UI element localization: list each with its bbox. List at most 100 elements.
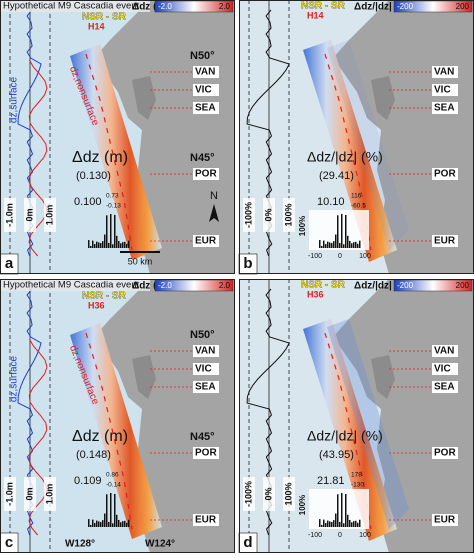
histogram-bar — [335, 513, 337, 527]
histogram-tick: -100 — [308, 253, 322, 260]
histogram-bar — [96, 520, 98, 527]
histogram-bar — [110, 493, 112, 527]
north-arrow — [209, 204, 219, 222]
histogram-bar — [108, 521, 110, 527]
histogram-bar — [128, 240, 130, 248]
histogram-bar — [321, 245, 323, 248]
stat-mean: (0.130) — [76, 170, 111, 182]
histogram-bar — [112, 244, 114, 248]
city-label-bg — [193, 84, 219, 96]
profile-tick-bg — [243, 477, 255, 511]
colorbar-label: Δdz (m) — [132, 2, 169, 13]
profile-tick-bg — [24, 477, 36, 511]
histogram-bar — [114, 493, 116, 527]
histogram-bar — [343, 523, 345, 527]
histogram-bar — [98, 242, 100, 248]
title-bg — [0, 279, 150, 291]
histogram-bar — [353, 521, 355, 527]
inland-sea — [132, 355, 156, 399]
map: N50° VAN VIC SEA POR N45° EUR — [0, 279, 235, 553]
histogram-bar — [359, 240, 361, 248]
city-label: SEA — [434, 103, 455, 114]
city-label-bg — [193, 447, 219, 459]
histogram-bar — [339, 521, 341, 527]
scale-label: 50 km — [128, 256, 153, 266]
histogram-bar — [106, 494, 108, 527]
stat-median: 21.81 — [317, 475, 345, 487]
title-bg — [0, 0, 150, 12]
profile-tick: -100% — [243, 202, 253, 228]
histogram-bar — [108, 242, 110, 248]
panel-frame — [0, 0, 235, 274]
histogram-bar — [120, 522, 122, 527]
inland-sea — [371, 76, 395, 120]
histogram-bar — [102, 520, 104, 527]
profile-tick: 0m — [24, 208, 34, 221]
histogram-bar — [100, 243, 102, 248]
deformation-band — [70, 323, 162, 539]
profile-tick-bg — [24, 198, 36, 232]
city-label-bg — [193, 168, 219, 180]
latitude-label: N50° — [190, 329, 215, 341]
histogram-bar — [94, 244, 96, 248]
stat-median: 0.109 — [74, 475, 102, 487]
histogram-bar — [122, 242, 124, 248]
colorbar-min: -200 — [397, 2, 414, 11]
histogram-bar — [92, 240, 94, 248]
colorbar-max: 200 — [456, 2, 470, 11]
histogram-bar — [114, 214, 116, 248]
histogram-bar — [327, 520, 329, 527]
stat-mean: (0.148) — [76, 449, 111, 461]
histogram-tick: 100 — [359, 532, 371, 539]
deformation-band — [303, 319, 397, 541]
city-label: VAN — [434, 346, 454, 357]
stat-min: -0.14 — [106, 482, 121, 489]
colorbar-label: Δdz/|dz| (%) — [354, 281, 410, 292]
profile-tick-bg — [44, 477, 56, 511]
histogram-bar — [327, 241, 329, 248]
city-label: EUR — [434, 515, 456, 526]
deformation-band — [70, 44, 162, 260]
histogram-bar — [353, 242, 355, 248]
city-label-bg — [432, 102, 458, 114]
histogram-bar — [126, 522, 128, 527]
latitude-label: N50° — [190, 50, 215, 62]
histogram-bar — [323, 240, 325, 248]
difference-label: NSR - SR — [301, 280, 346, 291]
stat-mean: (29.41) — [319, 170, 354, 182]
negative-zone — [327, 40, 409, 250]
profile-label: dz,surface — [9, 76, 20, 123]
histogram-bar — [335, 234, 337, 248]
colorbar-max: 200 — [456, 281, 470, 290]
histogram-bar — [128, 519, 130, 527]
histogram-ylabel: 100% — [298, 216, 307, 236]
stat-median: 10.10 — [317, 196, 345, 208]
histogram-bar — [104, 513, 106, 527]
model-label: H36 — [88, 300, 105, 310]
city-label-bg — [432, 66, 458, 78]
histogram-bar — [94, 523, 96, 527]
city-label: EUR — [434, 236, 456, 247]
histogram-bar — [357, 243, 359, 248]
stat-label: Δdz/|dz| (%) — [307, 149, 383, 165]
colorbar-max: 2.0 — [219, 281, 231, 290]
stat-median: 0.100 — [74, 196, 102, 208]
city-label-bg — [432, 363, 458, 375]
deformation-band — [303, 40, 397, 262]
profile-tick: -1.0m — [4, 482, 14, 506]
city-label-bg — [432, 514, 458, 526]
stat-max: 0.73 — [106, 193, 119, 200]
stat-label: Δdz/|dz| (%) — [307, 428, 383, 444]
city-label: POR — [195, 169, 217, 180]
colorbar-min: -200 — [397, 281, 414, 290]
model-label: H14 — [88, 21, 105, 31]
city-label: POR — [434, 169, 456, 180]
city-label: VIC — [434, 85, 451, 96]
panel: N50° VAN VIC SEA POR N45° EUR Hypothetical M9 C… — [0, 279, 235, 554]
profile-line — [28, 59, 48, 257]
city-label-bg — [193, 345, 219, 357]
histogram-bar — [343, 244, 345, 248]
city-label-bg — [193, 66, 219, 78]
